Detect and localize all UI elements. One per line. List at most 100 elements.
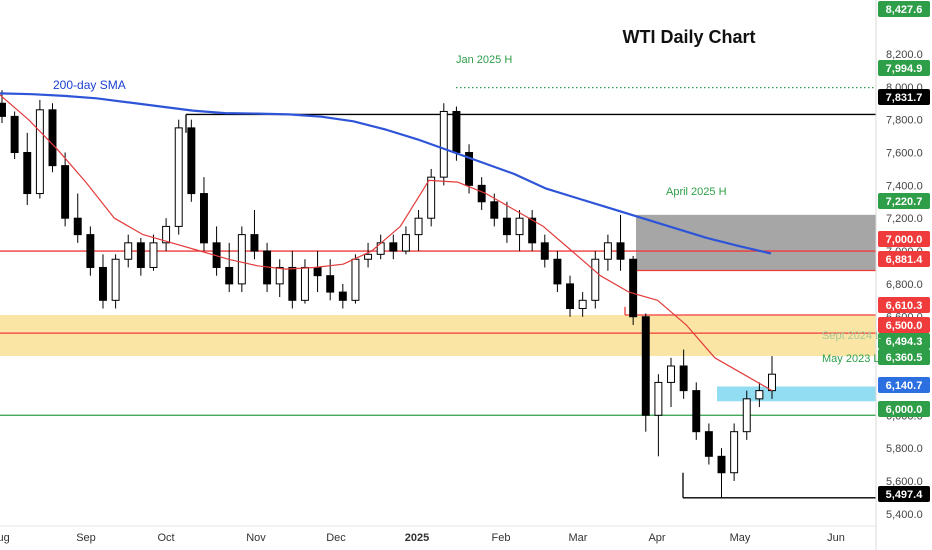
candle-body: [275, 266, 284, 285]
candle: [717, 448, 726, 498]
price-tick-label: 7,600.0: [886, 148, 923, 160]
candle: [629, 255, 638, 325]
time-tick-label: 2025: [405, 532, 429, 544]
candle-body: [199, 193, 208, 244]
candle: [0, 90, 6, 123]
candle: [212, 226, 221, 276]
candle-body: [768, 373, 776, 392]
price-tick-label: 6,800.0: [886, 279, 923, 291]
candle: [389, 234, 398, 260]
price-badge: 6,000.0: [878, 401, 930, 417]
time-tick-label: Apr: [648, 532, 665, 544]
candle-body: [0, 102, 6, 117]
candle-body: [477, 184, 486, 203]
price-badge: 6,494.3: [878, 333, 930, 349]
time-tick-label: May: [730, 532, 751, 544]
candle: [704, 423, 713, 465]
zone-1: [636, 214, 876, 271]
candle: [667, 357, 675, 408]
candle-body: [515, 217, 524, 236]
price-badge-bg: [878, 193, 930, 209]
candle: [376, 234, 385, 260]
candle: [124, 234, 133, 268]
candle: [755, 382, 764, 408]
price-badge: 6,140.7: [878, 377, 930, 393]
candle: [23, 132, 32, 206]
candle-body: [730, 431, 739, 474]
annotation-200-day-sma: 200-day SMA: [53, 78, 126, 92]
annotation-sept-2024-low: Sept 2024 L: [822, 330, 881, 342]
candle: [566, 275, 575, 317]
candle: [275, 259, 284, 298]
candle-body: [111, 258, 120, 301]
candle: [10, 111, 19, 160]
candle-body: [654, 381, 663, 416]
price-badges: 8,427.6 7,994.9 7,831.7 7,220.7 7,000.0 6,881…: [878, 1, 930, 502]
candle-body: [313, 266, 322, 277]
price-axis[interactable]: 8,200.08,000.07,800.07,600.07,400.07,200…: [886, 49, 923, 521]
candle: [654, 374, 663, 457]
candle-body: [86, 234, 95, 268]
candle: [515, 209, 524, 252]
price-tick-label: 5,600.0: [886, 476, 923, 488]
candle-body: [616, 242, 625, 260]
price-badge: 6,881.4: [878, 251, 930, 267]
price-badge: 5,497.4: [878, 486, 930, 502]
candle-body: [591, 258, 600, 301]
candle: [111, 254, 120, 309]
price-badge-label: 7,994.9: [886, 63, 923, 75]
candle: [99, 254, 107, 309]
time-tick-label: Oct: [157, 532, 174, 544]
price-badge-label: 6,881.4: [886, 254, 924, 266]
price-badge-bg: [878, 60, 930, 76]
price-badge-bg: [878, 297, 930, 313]
candle: [553, 251, 562, 293]
time-tick-label: Dec: [326, 532, 346, 544]
candle: [351, 254, 360, 304]
candle-body: [679, 365, 688, 392]
annotation-april-2025-high: April 2025 H: [666, 186, 727, 198]
candle-body: [338, 291, 347, 301]
candle: [616, 214, 625, 271]
candle: [162, 218, 171, 252]
time-tick-label: Mar: [569, 532, 588, 544]
price-badge-label: 8,427.6: [886, 4, 923, 16]
candle-body: [742, 398, 751, 433]
candle-body: [465, 152, 474, 186]
price-badge-bg: [878, 377, 930, 393]
time-axis[interactable]: Aug Sep Oct Nov Dec 2025 Feb Mar Apr May Jun: [0, 532, 845, 544]
candle: [465, 144, 474, 194]
candle-body: [149, 242, 158, 268]
candle: [61, 152, 70, 227]
candle: [414, 209, 423, 252]
candle-body: [401, 234, 410, 252]
candle: [439, 103, 448, 186]
candle: [591, 251, 600, 309]
candle-body: [704, 431, 713, 457]
price-badge: 7,000.0: [878, 231, 930, 247]
candle-body: [578, 299, 587, 310]
price-tick-label: 8,200.0: [886, 49, 923, 61]
candle-body: [414, 217, 423, 236]
price-badge: 6,360.5: [878, 349, 930, 365]
price-badge-label: 7,220.7: [886, 196, 923, 208]
price-badge: 8,427.6: [878, 1, 930, 17]
candle-body: [351, 258, 360, 301]
price-badge-bg: [878, 89, 930, 105]
price-badge: 7,220.7: [878, 193, 930, 209]
price-badge-bg: [878, 251, 930, 267]
candle-body: [237, 234, 246, 285]
candle: [490, 193, 499, 227]
candle: [174, 119, 183, 235]
time-tick-label: Jun: [827, 532, 845, 544]
sma-200-line: [0, 92, 772, 255]
candle-body: [73, 217, 82, 236]
candle-body: [364, 253, 373, 260]
candle-body: [692, 390, 701, 433]
price-badge-label: 6,000.0: [886, 404, 923, 416]
price-badge: 7,994.9: [878, 60, 930, 76]
price-tick-label: 7,200.0: [886, 213, 923, 225]
price-badge-bg: [878, 401, 930, 417]
candle: [149, 234, 158, 271]
